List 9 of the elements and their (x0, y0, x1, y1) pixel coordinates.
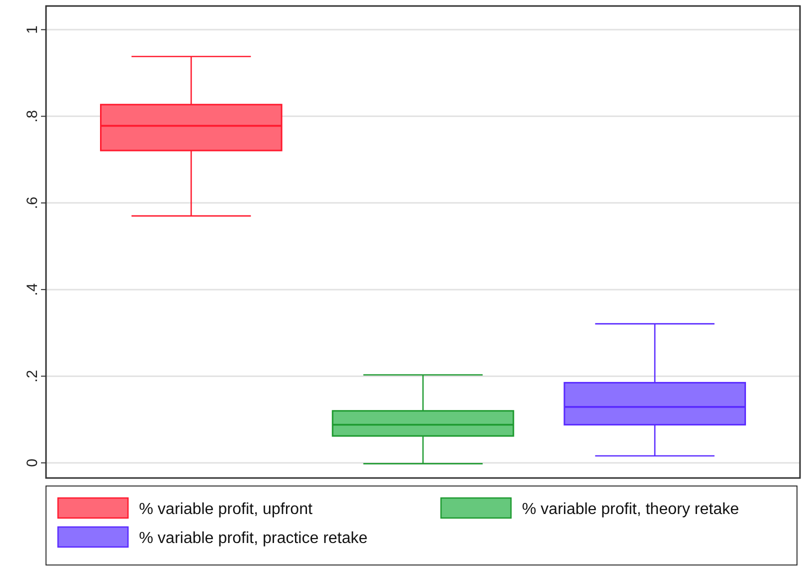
y-tick-label: .2 (24, 370, 41, 382)
y-tick-label: 0 (24, 458, 41, 468)
y-tick-label: 1 (24, 25, 41, 34)
y-tick-label: .6 (24, 196, 41, 210)
y-tick-label: .8 (24, 110, 41, 123)
y-tick-label: .4 (24, 283, 41, 296)
legend-label: % variable profit, upfront (139, 501, 313, 518)
legend-label: % variable profit, practice retake (139, 530, 368, 547)
legend-label: % variable profit, theory retake (522, 501, 740, 518)
